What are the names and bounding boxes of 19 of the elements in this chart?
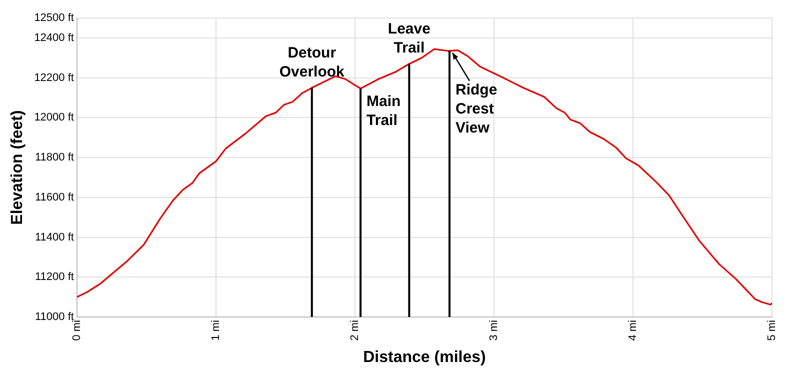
y-tick-label: 12500 ft [34, 12, 74, 24]
x-tick-label: 3 mi [488, 320, 500, 341]
ref-line-label: Detour Overlook [279, 44, 346, 80]
x-tick-label: 1 mi [210, 320, 222, 341]
x-tick-label: 2 mi [349, 320, 362, 341]
y-tick-label: 11400 ft [35, 231, 74, 244]
y-tick-label: 12000 ft [34, 112, 74, 124]
y-tick-label: 12400 ft [34, 32, 74, 44]
y-tick-label: 11200 ft [35, 271, 74, 284]
x-axis-title: Distance (miles) [363, 348, 486, 366]
ref-line-label: Main Trail [366, 93, 401, 130]
ref-line-label: Leave Trail [388, 20, 430, 56]
ref-line-label: Ridge Crest View [456, 81, 498, 136]
y-tick-label: 11600 ft [35, 191, 74, 204]
y-tick-label: 12200 ft [34, 72, 74, 84]
x-tick-label: 4 mi [627, 320, 640, 341]
y-axis-title: Elevation (feet) [9, 110, 26, 225]
y-tick-label: 11800 ft [35, 152, 74, 164]
x-tick-label: 5 mi [766, 320, 778, 341]
